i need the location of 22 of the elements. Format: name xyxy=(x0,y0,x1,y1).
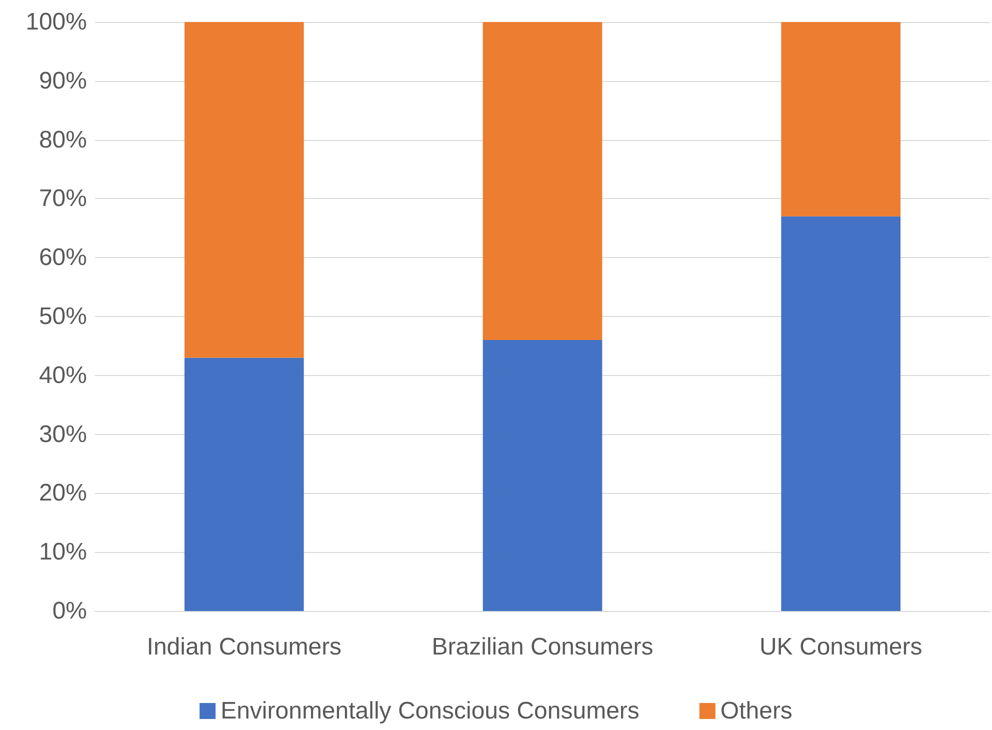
y-tick-label: 0% xyxy=(52,598,87,624)
y-tick-label: 30% xyxy=(38,420,87,448)
bar xyxy=(184,22,304,358)
legend-label: Others xyxy=(720,698,792,724)
x-tick-label: UK Consumers xyxy=(759,634,922,660)
bar xyxy=(482,340,602,611)
bar xyxy=(781,216,900,611)
y-tick-label: 40% xyxy=(38,362,87,389)
y-tick-label: 60% xyxy=(38,244,87,272)
x-tick-label: Indian Consumers xyxy=(146,634,342,660)
bar xyxy=(184,358,304,611)
legend-label: Environmentally Conscious Consumers xyxy=(220,698,640,724)
y-tick-label: 50% xyxy=(38,303,87,330)
x-tick-label: Brazilian Consumers xyxy=(432,634,654,660)
y-tick-label: 90% xyxy=(38,67,87,94)
bar xyxy=(482,22,602,340)
y-tick-label: 80% xyxy=(38,126,87,154)
bar xyxy=(781,22,900,216)
y-tick-label: 100% xyxy=(26,8,87,36)
y-tick-label: 20% xyxy=(38,480,87,507)
y-tick-label: 10% xyxy=(38,538,87,566)
y-tick-label: 70% xyxy=(38,185,87,212)
